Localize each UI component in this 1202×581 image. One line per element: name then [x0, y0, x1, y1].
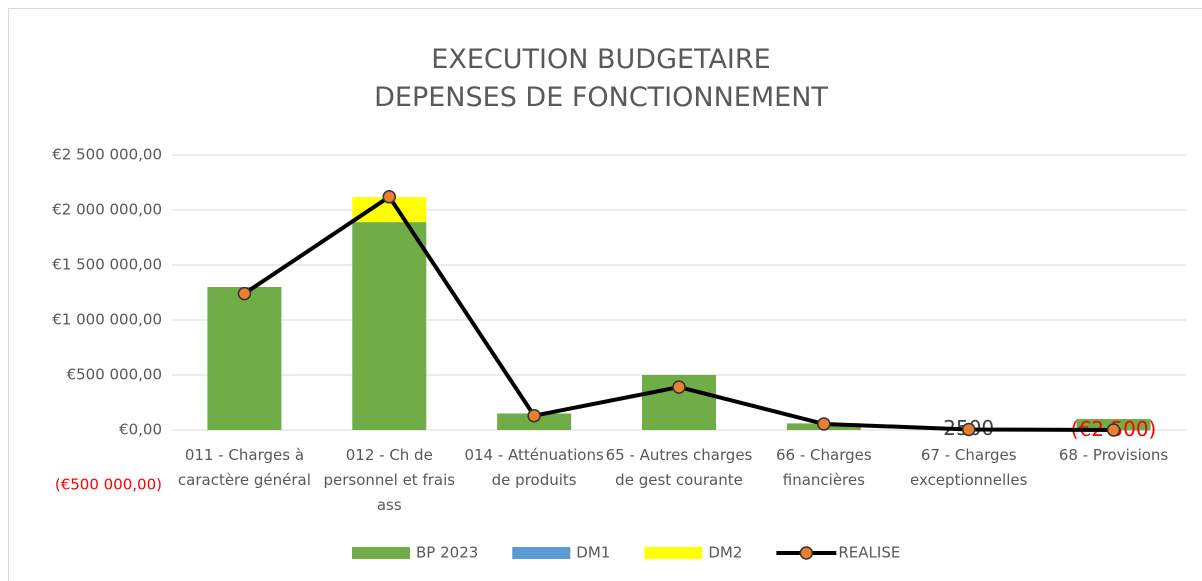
y-tick-label: €2 500 000,00	[52, 146, 162, 164]
marker	[527, 408, 541, 423]
marker	[672, 380, 686, 394]
legend-label: DM1	[576, 544, 610, 562]
legend-label: DM2	[708, 544, 742, 562]
marker	[817, 417, 831, 431]
marker	[237, 286, 252, 301]
x-tick-label: 012 - Ch de personnel et frais ass	[323, 446, 456, 514]
x-tick-label: 014 - Atténuations de produits	[464, 446, 604, 489]
marker	[961, 422, 976, 437]
y-tick-label: (€500 000,00)	[55, 476, 162, 494]
x-tick-label: 011 - Charges à caractère général	[177, 446, 311, 489]
marker	[1106, 423, 1121, 437]
x-tick-label: 66 - Charges financières	[776, 446, 872, 489]
x-tick-label: 68 - Provisions	[1058, 446, 1169, 464]
y-tick-label: €2 000 000,00	[52, 201, 162, 219]
y-tick-label: €0,00	[119, 421, 162, 439]
chart-title: EXECUTION BUDGETAIRE	[431, 44, 771, 75]
x-tick-label: 67 - Charges exceptionnelles	[909, 446, 1028, 489]
y-tick-label: €1 000 000,00	[52, 311, 162, 329]
legend-marker	[799, 546, 814, 560]
legend-swatch	[512, 547, 571, 559]
legend-label: REALISE	[838, 544, 900, 562]
y-tick-label: €1 500 000,00	[52, 256, 162, 274]
legend-swatch	[644, 547, 703, 559]
chart-border	[8, 8, 1202, 581]
marker	[382, 190, 397, 204]
x-tick-label: 65 - Autres charges de gest courante	[605, 446, 753, 489]
chart-title: DEPENSES DE FONCTIONNEMENT	[374, 82, 828, 113]
bar	[207, 287, 282, 430]
legend-swatch	[352, 547, 410, 559]
bar	[352, 222, 427, 430]
legend-label: BP 2023	[416, 544, 478, 562]
y-tick-label: €500 000,00	[67, 366, 162, 384]
